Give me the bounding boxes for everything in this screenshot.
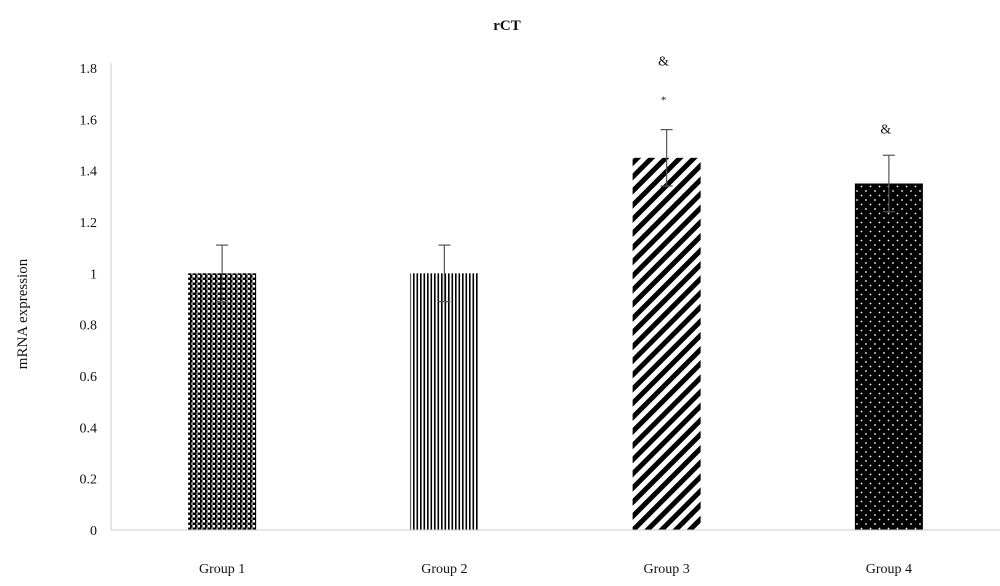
bar-group-1	[188, 273, 257, 530]
significance-ampersand: &	[880, 122, 891, 137]
chart-title: rCT	[493, 18, 521, 34]
x-tick-label: Group 1	[199, 562, 245, 577]
y-tick-label: 1.8	[80, 62, 98, 77]
y-axis-label: mRNA expression	[15, 258, 31, 369]
y-axis-ticks: 0 0.2 0.4 0.6 0.8 1 1.2 1.4 1.6 1.8	[80, 62, 98, 539]
y-tick-label: 1.4	[80, 165, 98, 180]
y-tick-label: 1	[90, 267, 97, 282]
y-tick-label: 0.6	[80, 370, 98, 385]
y-tick-label: 0	[90, 524, 97, 539]
error-bars-group	[216, 129, 895, 303]
significance-ampersand: &	[658, 55, 669, 70]
significance-asterisk: *	[661, 95, 667, 107]
y-tick-label: 0.4	[80, 421, 98, 436]
bar-group-2	[410, 273, 479, 530]
bar-group-4	[854, 183, 923, 530]
x-tick-label: Group 3	[643, 562, 689, 577]
x-tick-label: Group 4	[866, 562, 912, 577]
y-tick-label: 0.2	[80, 473, 98, 488]
y-tick-label: 1.2	[80, 216, 98, 231]
annotations-group: & * &	[658, 55, 891, 138]
x-tick-label: Group 2	[421, 562, 467, 577]
y-tick-label: 1.6	[80, 113, 98, 128]
x-axis-ticks: Group 1 Group 2 Group 3 Group 4	[199, 562, 912, 577]
bar-group-3	[632, 157, 701, 531]
bars-group	[188, 157, 923, 531]
y-tick-label: 0.8	[80, 319, 98, 334]
